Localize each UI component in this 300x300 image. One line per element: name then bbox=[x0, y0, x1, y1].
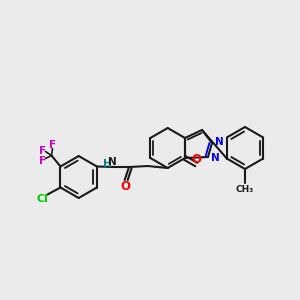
Text: O: O bbox=[191, 153, 201, 166]
Text: O: O bbox=[121, 181, 131, 194]
Text: N: N bbox=[108, 157, 117, 167]
Text: N: N bbox=[211, 153, 219, 163]
Text: F: F bbox=[39, 146, 46, 155]
Text: H: H bbox=[103, 159, 112, 169]
Text: CH₃: CH₃ bbox=[236, 184, 254, 194]
Text: F: F bbox=[49, 140, 56, 151]
Text: N: N bbox=[214, 137, 224, 147]
Text: F: F bbox=[39, 155, 46, 166]
Text: Cl: Cl bbox=[37, 194, 48, 205]
